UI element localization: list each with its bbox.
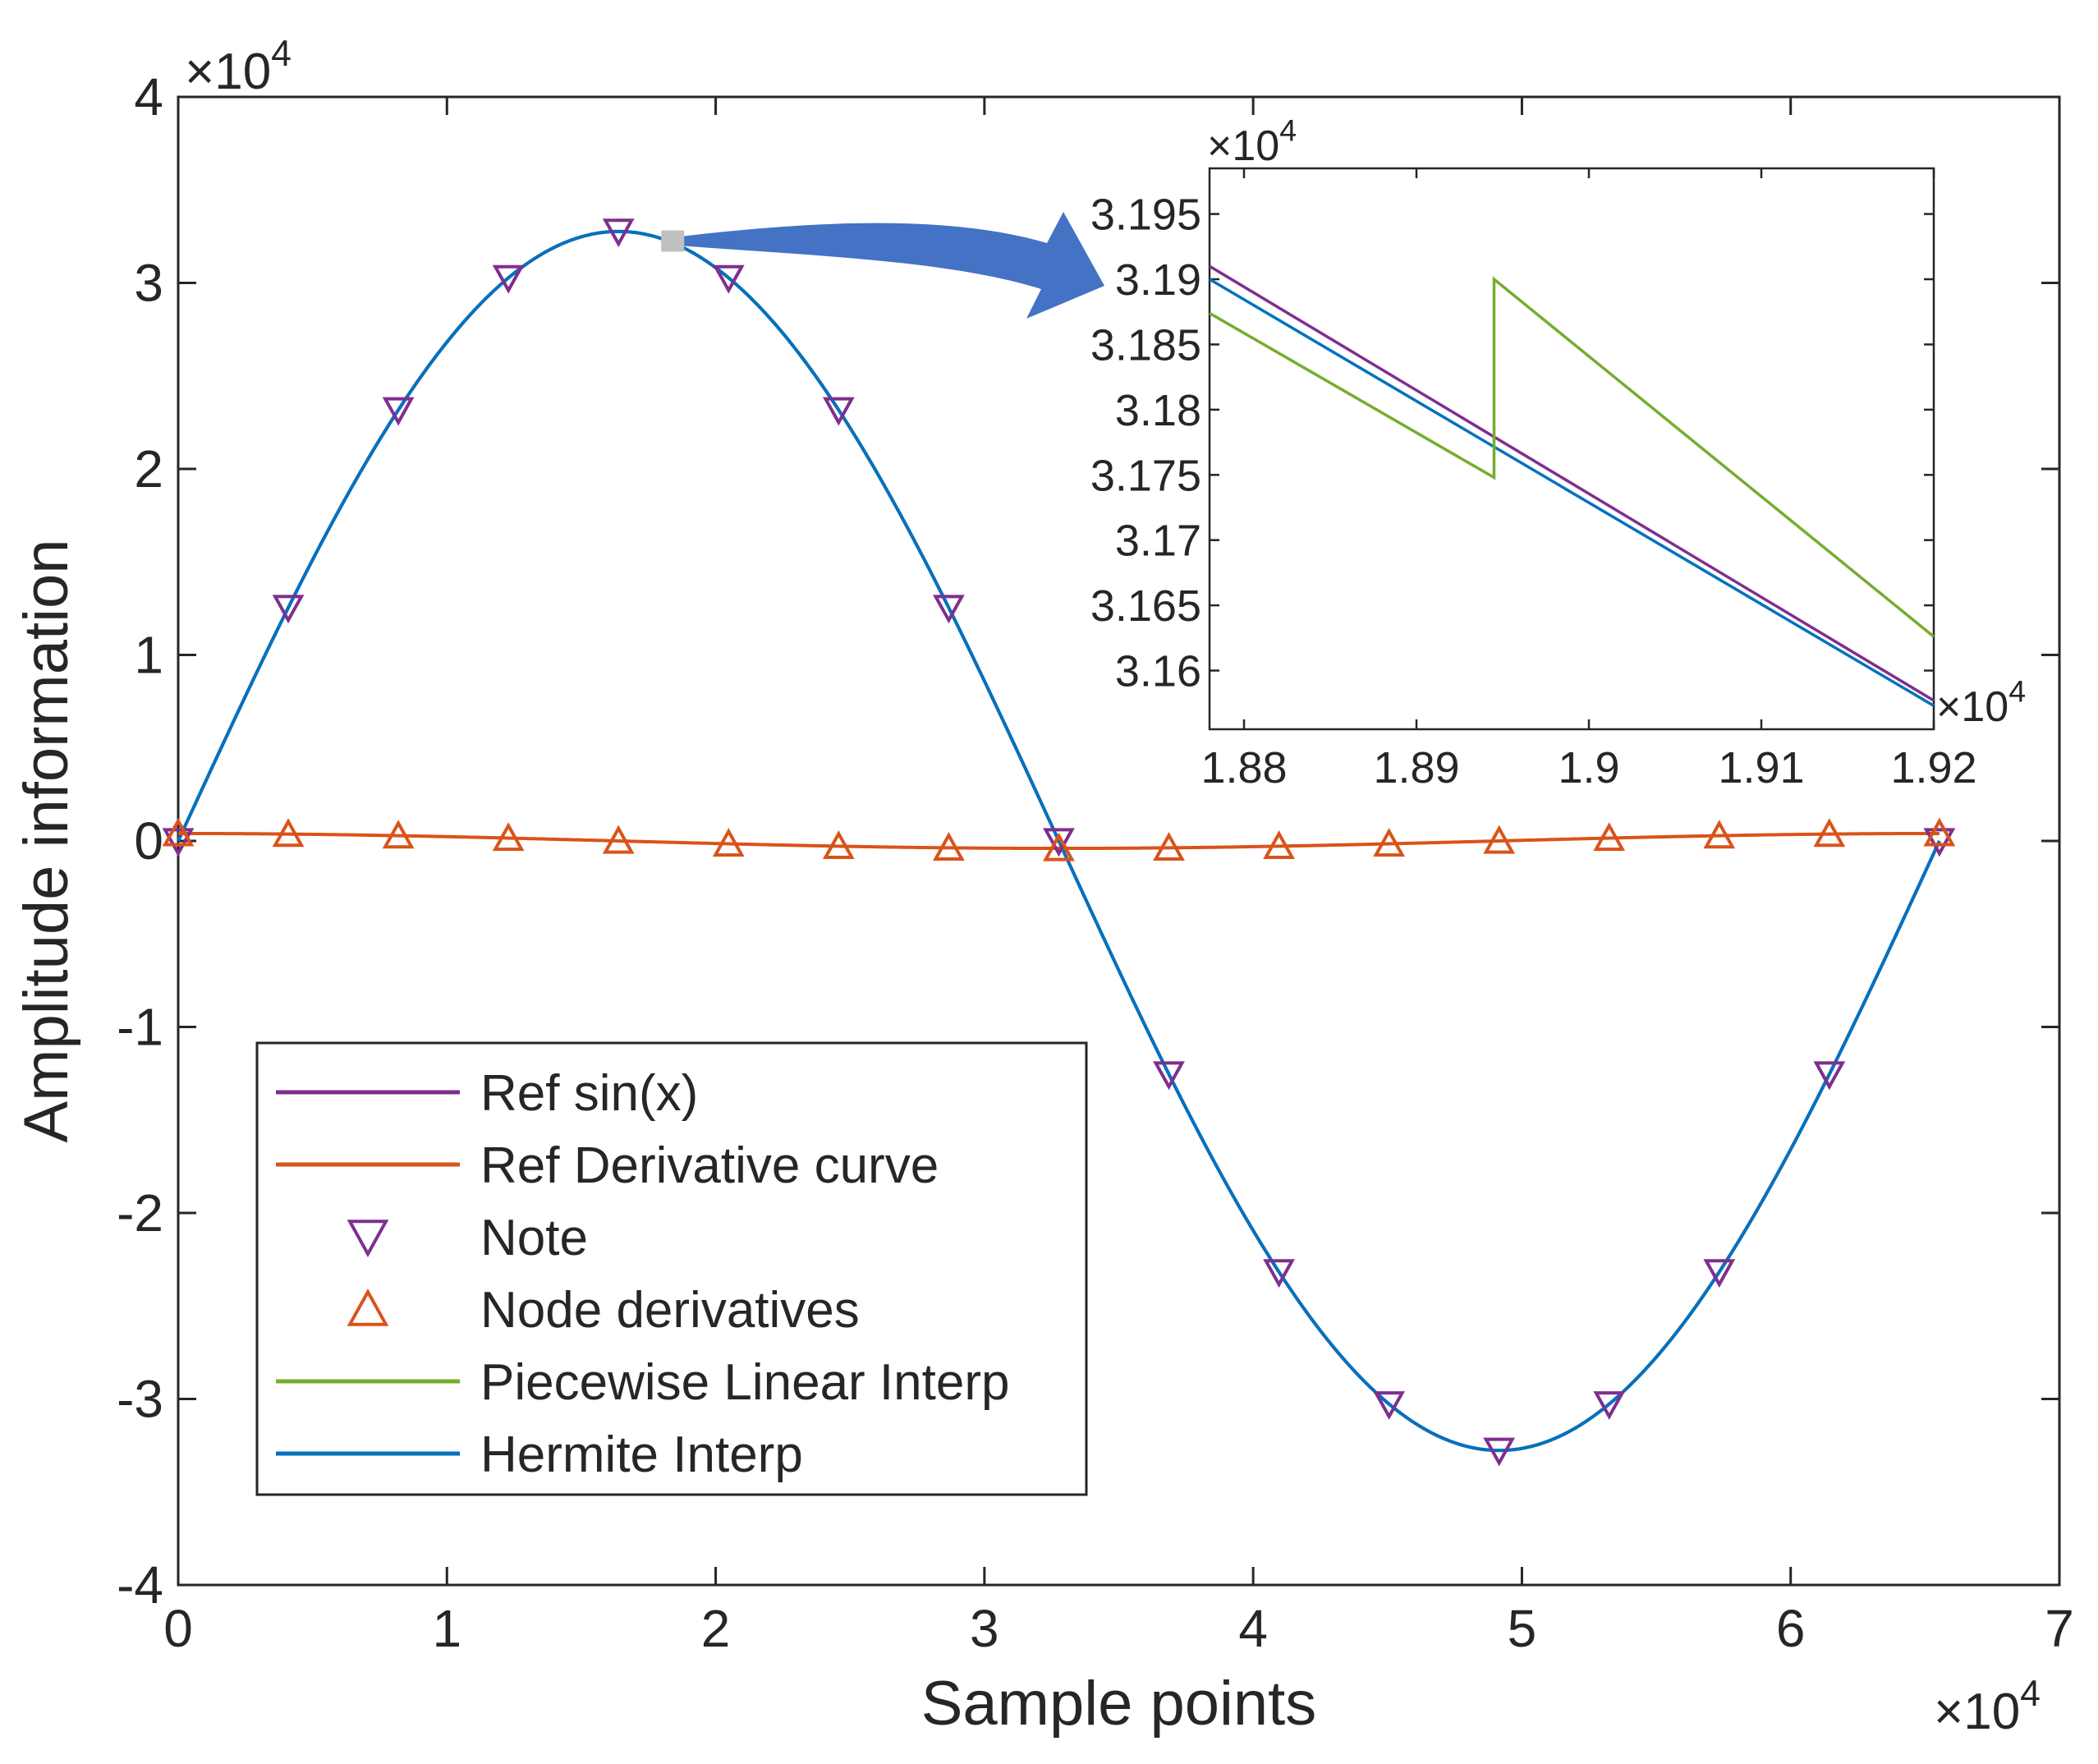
inset-y-tick-label: 3.17: [1115, 517, 1201, 566]
node-derivative-marker: [382, 820, 415, 849]
inset-y-tick-label: 3.18: [1115, 386, 1201, 435]
node-derivative-marker: [1373, 828, 1406, 857]
inset-series-hermite: [1209, 278, 1935, 707]
y-tick-label: -4: [117, 1555, 163, 1615]
note-marker: [712, 264, 745, 294]
note-marker: [162, 828, 195, 857]
node-derivative-marker: [272, 818, 305, 848]
inset-y-exponent-label: ×104: [1207, 113, 1297, 170]
inset-x-tick-label: 1.88: [1200, 743, 1287, 792]
note-marker: [1813, 1061, 1846, 1091]
zoom-arrow: [684, 212, 1104, 319]
note-marker: [272, 595, 305, 624]
zoom-region-marker: [661, 230, 685, 252]
node-derivative-marker: [162, 817, 195, 847]
x-tick-label: 3: [970, 1599, 999, 1658]
series-ref-derivative: [178, 831, 1940, 851]
node-derivative-marker: [1153, 832, 1185, 861]
inset-y-tick-label: 3.195: [1090, 191, 1201, 240]
inset-y-tick-label: 3.175: [1090, 451, 1201, 500]
legend-label: Ref Derivative curve: [480, 1137, 939, 1194]
node-derivative-marker: [1593, 822, 1626, 852]
note-marker: [1703, 1259, 1736, 1289]
x-tick-label: 5: [1508, 1599, 1537, 1658]
legend-label: Node derivatives: [480, 1282, 860, 1339]
x-tick-label: 1: [432, 1599, 461, 1658]
legend: Ref sin(x) Ref Derivative curve Note Node d…: [255, 1041, 1088, 1496]
node-derivative-marker: [1043, 832, 1075, 861]
y-tick-label: -1: [117, 998, 163, 1057]
node-derivative-marker: [1703, 820, 1736, 849]
legend-label: Hermite Interp: [480, 1426, 803, 1483]
inset-x-tick-label: 1.9: [1558, 743, 1619, 792]
y-axis-label: Amplitude information: [11, 539, 81, 1142]
legend-label: Note: [480, 1210, 588, 1266]
note-marker: [382, 397, 415, 426]
legend-triangle-up-swatch: [347, 1288, 389, 1326]
node-derivative-marker: [1923, 817, 1956, 847]
note-marker: [822, 397, 855, 426]
legend-triangle-down-swatch: [347, 1220, 389, 1258]
y-tick-label: 1: [134, 626, 163, 685]
node-derivative-marker: [822, 830, 855, 860]
inset-plot: 1.88 1.89 1.9 1.91 1.92 3.16 3.165 3.17 3.175 3.1…: [1090, 113, 2026, 792]
inset-y-tick-label: 3.16: [1115, 647, 1201, 696]
node-derivative-marker: [932, 832, 965, 861]
inset-x-exponent-label: ×104: [1936, 674, 2026, 731]
inset-series-piecewise-linear: [1209, 276, 1935, 638]
note-marker: [1923, 828, 1956, 857]
x-tick-label: 4: [1238, 1599, 1268, 1658]
note-marker: [932, 595, 965, 624]
node-derivative-marker: [492, 822, 525, 852]
inset-series-ref-sin: [1209, 264, 1935, 702]
inset-x-tick-label: 1.92: [1890, 743, 1976, 792]
note-marker: [1043, 828, 1075, 857]
x-tick-label: 6: [1776, 1599, 1806, 1658]
note-marker: [1593, 1391, 1626, 1421]
y-exponent-label: ×104: [185, 34, 292, 100]
inset-x-tick-label: 1.91: [1718, 743, 1804, 792]
legend-label: Piecewise Linear Interp: [480, 1354, 1009, 1411]
inset-y-tick-label: 3.185: [1090, 320, 1201, 370]
node-derivative-marker: [1813, 818, 1846, 848]
node-derivative-marker: [1483, 825, 1516, 854]
x-axis-label: Sample points: [921, 1669, 1317, 1739]
note-marker: [1373, 1391, 1406, 1421]
legend-box: [255, 1041, 1088, 1496]
y-tick-label: -3: [117, 1370, 163, 1429]
note-marker: [1483, 1437, 1516, 1467]
y-tick-label: 0: [134, 811, 163, 871]
inset-x-tick-label: 1.89: [1373, 743, 1459, 792]
x-tick-label: 0: [163, 1599, 193, 1658]
note-marker: [492, 264, 525, 294]
x-tick-label: 7: [2045, 1599, 2074, 1658]
y-tick-label: 3: [134, 254, 163, 313]
node-derivative-marker: [1263, 830, 1295, 860]
node-derivative-marker: [602, 825, 635, 854]
series-hermite: [177, 229, 1941, 1453]
note-marker: [1263, 1259, 1295, 1289]
y-tick-label: -2: [117, 1183, 163, 1243]
inset-y-tick-label: 3.165: [1090, 581, 1201, 631]
y-tick-label: 4: [134, 67, 163, 126]
inset-axes-box: [1208, 167, 1935, 731]
x-exponent-label: ×104: [1934, 1674, 2041, 1740]
inset-y-tick-label: 3.19: [1115, 255, 1201, 305]
x-tick-label: 2: [701, 1599, 731, 1658]
note-marker: [1153, 1061, 1185, 1091]
legend-label: Ref sin(x): [480, 1065, 698, 1122]
node-derivative-marker: [712, 828, 745, 857]
y-tick-label: 2: [134, 439, 163, 498]
note-marker: [602, 218, 635, 248]
